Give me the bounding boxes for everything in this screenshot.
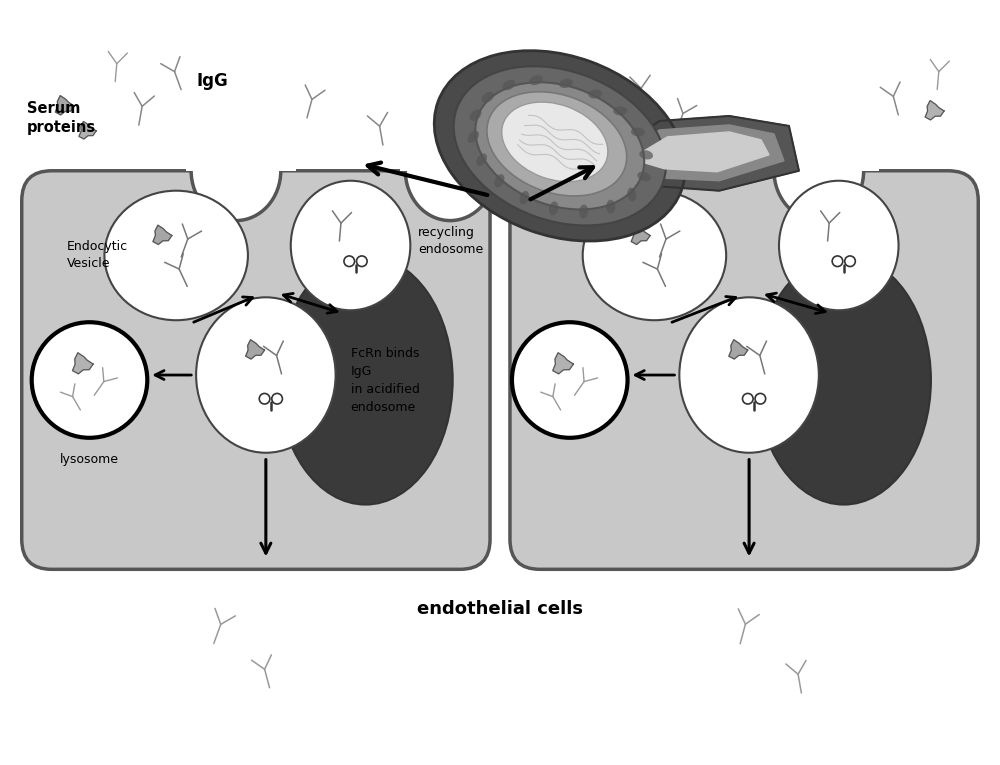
Ellipse shape: [196, 298, 336, 453]
Ellipse shape: [613, 106, 627, 116]
Polygon shape: [73, 353, 93, 374]
Bar: [520, 111, 630, 171]
Ellipse shape: [627, 187, 636, 201]
Ellipse shape: [470, 109, 481, 121]
Polygon shape: [625, 125, 784, 181]
Ellipse shape: [494, 174, 504, 187]
FancyBboxPatch shape: [22, 171, 490, 569]
Ellipse shape: [520, 191, 529, 204]
Ellipse shape: [774, 121, 864, 220]
Ellipse shape: [679, 298, 819, 453]
Polygon shape: [55, 96, 74, 115]
Circle shape: [32, 322, 147, 438]
Ellipse shape: [482, 92, 494, 103]
Bar: [186, 111, 296, 171]
Ellipse shape: [525, 121, 615, 220]
Ellipse shape: [454, 67, 666, 226]
Ellipse shape: [487, 92, 627, 196]
Ellipse shape: [291, 181, 410, 311]
Ellipse shape: [502, 102, 608, 181]
Ellipse shape: [191, 121, 281, 220]
Circle shape: [755, 393, 766, 404]
Ellipse shape: [639, 150, 653, 159]
Polygon shape: [729, 340, 748, 359]
Polygon shape: [631, 225, 650, 245]
Ellipse shape: [502, 80, 515, 90]
Ellipse shape: [588, 90, 602, 99]
Text: endothelial cells: endothelial cells: [417, 601, 583, 618]
Circle shape: [259, 393, 270, 404]
Ellipse shape: [278, 256, 453, 505]
Ellipse shape: [529, 75, 543, 85]
Circle shape: [272, 393, 282, 404]
Ellipse shape: [606, 200, 615, 213]
Polygon shape: [246, 340, 265, 359]
Ellipse shape: [583, 190, 726, 321]
Circle shape: [489, 197, 507, 215]
Polygon shape: [925, 100, 944, 120]
Text: lysosome: lysosome: [60, 453, 119, 466]
Ellipse shape: [475, 83, 644, 210]
Bar: [769, 111, 879, 171]
Polygon shape: [635, 132, 769, 172]
Ellipse shape: [631, 128, 645, 137]
Text: Serum
proteins: Serum proteins: [27, 101, 96, 135]
Circle shape: [742, 393, 753, 404]
Polygon shape: [79, 122, 96, 139]
Ellipse shape: [405, 121, 495, 220]
Ellipse shape: [476, 153, 487, 166]
Ellipse shape: [104, 190, 248, 321]
Bar: [400, 111, 510, 171]
Text: recycling
endosome: recycling endosome: [418, 226, 484, 256]
Circle shape: [845, 256, 855, 266]
Polygon shape: [153, 225, 172, 245]
Text: FcRn binds
IgG
in acidified
endosome: FcRn binds IgG in acidified endosome: [351, 347, 419, 414]
Ellipse shape: [637, 171, 651, 181]
Circle shape: [357, 256, 367, 266]
Polygon shape: [620, 116, 799, 190]
Circle shape: [832, 256, 843, 266]
Ellipse shape: [579, 204, 588, 219]
Ellipse shape: [779, 181, 899, 311]
Circle shape: [344, 256, 355, 266]
Ellipse shape: [549, 201, 558, 215]
FancyBboxPatch shape: [510, 171, 978, 569]
Polygon shape: [553, 353, 573, 374]
Text: Endocytic
Vesicle: Endocytic Vesicle: [67, 240, 128, 271]
Circle shape: [512, 322, 628, 438]
Text: IgG: IgG: [196, 72, 228, 90]
Ellipse shape: [468, 131, 479, 143]
Ellipse shape: [434, 50, 685, 241]
Ellipse shape: [559, 79, 573, 88]
Ellipse shape: [757, 256, 931, 505]
